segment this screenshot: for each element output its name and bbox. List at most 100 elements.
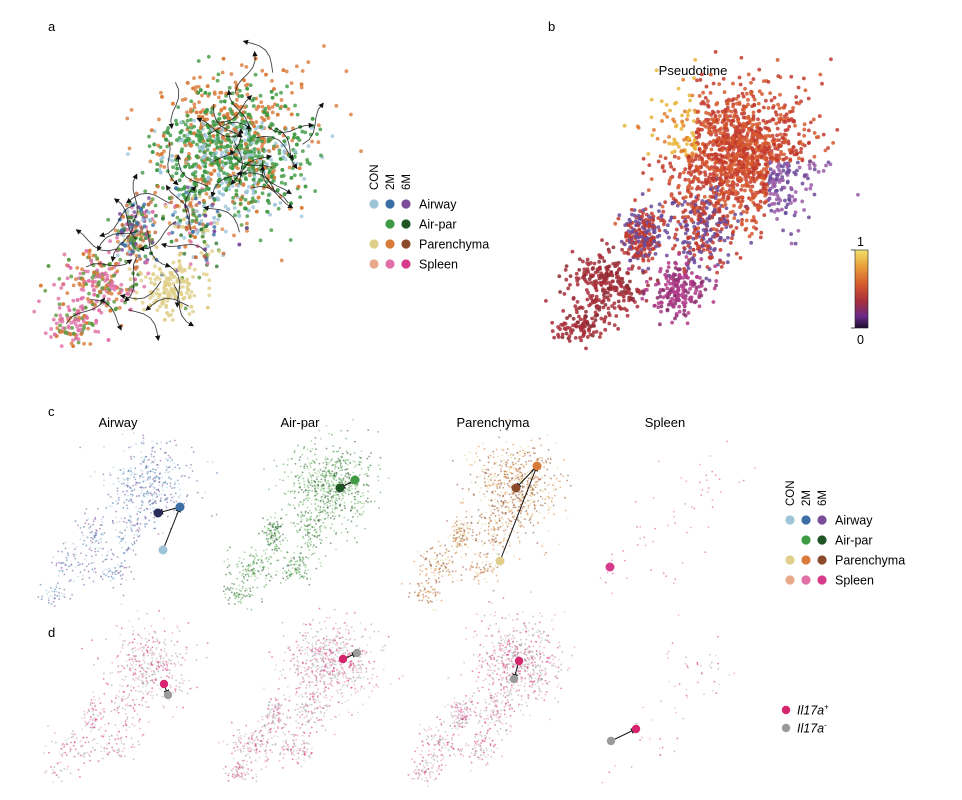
pseudotime-point (581, 330, 586, 335)
umap-point (117, 306, 122, 310)
umap-point (43, 331, 48, 336)
pseudotime-point (696, 232, 701, 236)
umap-point (192, 105, 197, 110)
umap-point (281, 68, 286, 73)
umap-point (300, 129, 305, 134)
facet-point (91, 555, 93, 558)
umap-point (279, 98, 284, 102)
facet-point (185, 495, 188, 498)
umap-point (198, 88, 203, 93)
pseudotime-point (568, 329, 573, 333)
pseudotime-point (726, 235, 730, 240)
pseudotime-point (794, 152, 799, 157)
pseudotime-point (656, 301, 661, 306)
umap-point (87, 248, 92, 253)
umap-point (206, 244, 210, 249)
facet-point (141, 470, 144, 473)
panel-c-facets: Airway Air-par Parenchyma Spleen (37, 415, 756, 612)
pseudotime-point (793, 241, 798, 246)
umap-point (204, 224, 209, 229)
pseudotime-point (681, 77, 686, 82)
facet-point (63, 593, 66, 596)
umap-point (248, 83, 253, 88)
umap-point (330, 134, 335, 139)
facet-point (101, 554, 104, 557)
umap-point (205, 305, 210, 310)
umap-point (167, 221, 172, 226)
pseudotime-point (723, 160, 728, 165)
pseudotime-point (784, 112, 789, 117)
umap-point (207, 278, 212, 283)
pseudotime-point (789, 74, 794, 79)
pseudotime-point (776, 201, 781, 206)
umap-point (193, 196, 198, 201)
pseudotime-point (738, 175, 742, 180)
pseudotime-point (627, 298, 631, 303)
pseudotime-point (751, 225, 756, 230)
umap-point (319, 153, 323, 158)
umap-point (89, 258, 94, 263)
pseudotime-point (566, 286, 571, 291)
pseudotime-point (706, 130, 711, 135)
pseudotime-point (650, 256, 655, 261)
umap-point (216, 95, 221, 100)
pseudotime-point (607, 321, 612, 326)
pseudotime-point (593, 285, 598, 290)
pseudotime-point (676, 267, 681, 272)
pseudotime-point (796, 228, 801, 233)
umap-point (272, 87, 276, 91)
pseudotime-point (775, 217, 779, 221)
umap-point (202, 155, 206, 160)
pseudotime-point (780, 207, 784, 212)
umap-point (95, 293, 100, 298)
umap-point (88, 342, 93, 346)
facet-point (204, 491, 206, 494)
pseudotime-title: Pseudotime (659, 63, 728, 78)
umap-point (219, 168, 224, 173)
umap-point (78, 271, 83, 276)
umap-point (313, 189, 318, 194)
pseudotime-point (580, 275, 585, 280)
umap-point (55, 326, 60, 331)
umap-point (198, 75, 202, 80)
pseudotime-point (587, 303, 591, 308)
pseudotime-point (694, 299, 698, 304)
pseudotime-point (787, 197, 791, 201)
pseudotime-point (678, 172, 682, 176)
pseudotime-point (778, 113, 783, 117)
umap-point (151, 272, 156, 277)
pseudotime-point (662, 139, 667, 144)
pseudotime-point (641, 258, 646, 263)
pseudotime-point (722, 90, 727, 95)
pseudotime-point (795, 160, 800, 165)
umap-point (87, 255, 92, 260)
umap-point (153, 203, 158, 208)
umap-point (125, 116, 130, 121)
pseudotime-point (616, 275, 621, 279)
pseudotime-point (713, 264, 717, 269)
pseudotime-point (856, 192, 860, 197)
umap-point (264, 72, 268, 77)
pseudotime-point (726, 154, 731, 159)
pseudotime-point (657, 202, 662, 207)
umap-point (71, 283, 76, 288)
umap-point (71, 331, 76, 336)
pseudotime-point (576, 276, 581, 281)
umap-point (97, 274, 102, 279)
pseudotime-point (767, 196, 772, 201)
umap-point (239, 143, 244, 148)
pseudotime-point (640, 192, 645, 196)
facet-point (137, 517, 140, 520)
pseudotime-point (665, 115, 670, 119)
pseudotime-point (762, 149, 767, 154)
pseudotime-point (719, 170, 723, 175)
facet-point (121, 532, 123, 535)
pseudotime-point (692, 253, 697, 258)
umap-point (254, 168, 259, 172)
umap-point (193, 235, 197, 240)
pseudotime-point (680, 202, 685, 207)
facet-point (176, 464, 179, 466)
umap-point (300, 69, 305, 73)
facet-point (131, 543, 134, 546)
facet-point (92, 561, 95, 564)
